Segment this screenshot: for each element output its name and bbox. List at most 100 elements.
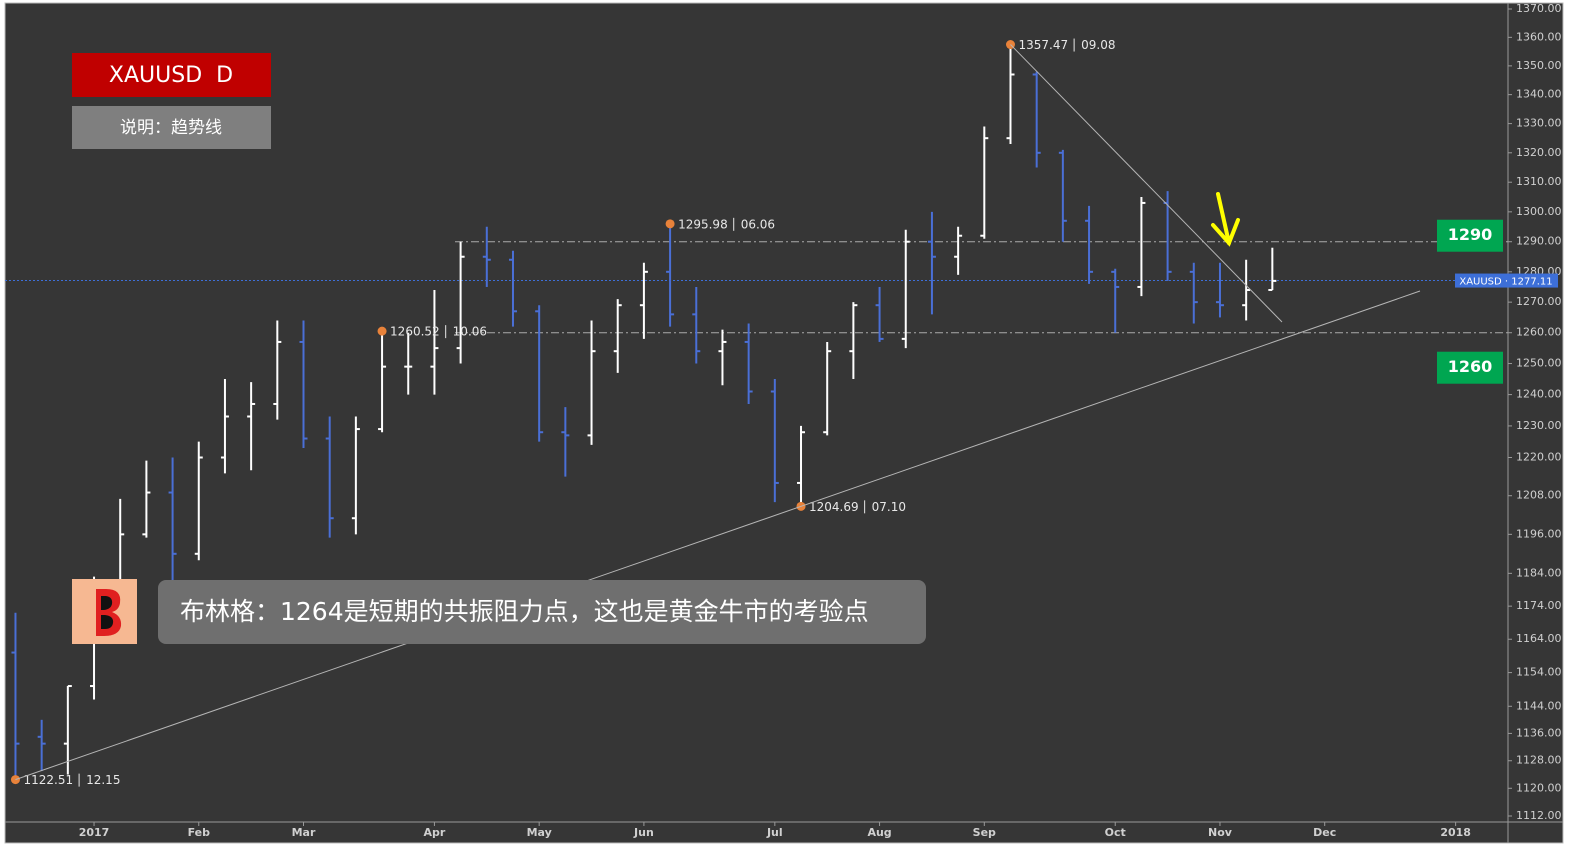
pivot-value: 1260.52 — [390, 325, 440, 339]
y-tick-label: 1144.00 — [1516, 699, 1562, 712]
ohlc-bar — [1137, 197, 1146, 297]
pivot-value: 1204.69 — [809, 500, 859, 514]
y-tick-label: 1208.00 — [1516, 489, 1562, 502]
pivot-value: 1357.47 — [1018, 38, 1068, 52]
ohlc-bar — [404, 332, 413, 395]
x-tick-label: Mar — [292, 826, 316, 839]
ohlc-bar — [587, 320, 596, 445]
ohlc-bar — [142, 460, 151, 538]
ohlc-bar — [1111, 268, 1120, 333]
ohlc-bar — [561, 407, 570, 477]
y-tick-label: 1260.00 — [1516, 326, 1562, 339]
ohlc-bar — [927, 211, 936, 315]
pivot-date: 06.06 — [741, 217, 775, 231]
y-tick-label: 1330.00 — [1516, 117, 1562, 130]
ohlc-bar — [1242, 259, 1251, 321]
pivot-dot — [665, 219, 675, 229]
y-tick-label: 1250.00 — [1516, 357, 1562, 370]
x-tick-label: Oct — [1105, 826, 1126, 839]
y-tick-label: 1154.00 — [1516, 666, 1562, 679]
ohlc-bar — [430, 289, 439, 395]
ohlc-bar — [1215, 262, 1224, 318]
plot-layer: 1370.00 1360.00 1350.00 1340.00 1330.00 1320.… — [5, 2, 1562, 839]
ohlc-bar — [273, 320, 282, 420]
subtitle-box — [72, 106, 271, 149]
y-tick-label: 1360.00 — [1516, 30, 1562, 43]
ohlc-bar — [508, 250, 517, 327]
ohlc-bar — [37, 719, 46, 772]
y-tick-label: 1270.00 — [1516, 295, 1562, 308]
ohlc-bar — [1085, 205, 1094, 284]
y-tick-label: 1184.00 — [1516, 566, 1562, 579]
last-price-name: XAUUSD — [1459, 277, 1502, 288]
x-tick-label: Feb — [188, 826, 211, 839]
chart-subtitle: 说明：趋势线 — [120, 118, 222, 138]
title-box — [72, 53, 271, 97]
pivot-date: 07.10 — [872, 500, 906, 514]
ohlc-bar — [299, 320, 308, 449]
ohlc-bar — [613, 299, 622, 373]
x-tick-label: Apr — [424, 826, 446, 839]
trendline — [1010, 44, 1283, 323]
commentary-box — [158, 580, 926, 644]
y-tick-label: 1112.00 — [1516, 809, 1562, 822]
ohlc-bar — [639, 262, 648, 339]
level-label: 1260 — [1448, 357, 1493, 376]
x-tick-label: Nov — [1208, 826, 1233, 839]
ohlc-bar — [718, 329, 727, 386]
y-tick-label: 1196.00 — [1516, 527, 1562, 540]
x-tick-label: 2018 — [1440, 826, 1471, 839]
ohlc-bar — [901, 229, 910, 349]
ohlc-bar — [325, 416, 334, 538]
y-tick-label: 1300.00 — [1516, 205, 1562, 218]
chart-title: XAUUSD D — [109, 63, 233, 88]
y-tick-label: 1164.00 — [1516, 632, 1562, 645]
level-label: 1290 — [1448, 225, 1493, 244]
x-tick-label: Aug — [867, 826, 891, 839]
last-price-label: XAUUSD · 1277.11 — [1459, 277, 1552, 288]
ohlc-bar — [954, 226, 963, 275]
y-tick-label: 1240.00 — [1516, 388, 1562, 401]
ohlc-bar — [1058, 149, 1067, 242]
ohlc-bar — [11, 612, 20, 782]
ohlc-bar — [378, 329, 387, 433]
ohlc-bar — [666, 223, 675, 327]
x-tick-label: May — [527, 826, 552, 839]
pivot-dot — [377, 326, 387, 336]
y-tick-label: 1136.00 — [1516, 726, 1562, 739]
ohlc-bar — [875, 286, 884, 342]
y-tick-label: 1310.00 — [1516, 175, 1562, 188]
y-tick-label: 1320.00 — [1516, 146, 1562, 159]
x-tick-label: Jul — [766, 826, 783, 839]
ohlc-bar — [849, 302, 858, 380]
ohlc-bar — [535, 305, 544, 442]
ohlc-bar — [823, 341, 832, 436]
last-price-value: 1277.11 — [1511, 277, 1552, 288]
ohlc-bar — [1006, 45, 1015, 145]
ohlc-bar — [797, 425, 806, 506]
pivot-date: 10.06 — [453, 325, 487, 339]
level-box — [1437, 219, 1503, 252]
arrow-annotation — [1211, 192, 1240, 247]
y-tick-label: 1370.00 — [1516, 2, 1562, 15]
ohlc-bar — [1268, 247, 1277, 291]
ohlc-bar — [220, 379, 229, 474]
ohlc-bar — [482, 226, 491, 287]
pivot-value: 1122.51 — [23, 773, 73, 787]
last-price-separator: · — [1502, 277, 1512, 288]
level-box — [1437, 351, 1503, 384]
ohlc-bar — [770, 379, 779, 503]
ohlc-bar — [1032, 71, 1041, 168]
ohlc-bar — [692, 286, 701, 364]
x-tick-label: 2017 — [79, 826, 110, 839]
ohlc-bar — [351, 416, 360, 535]
ohlc-bar — [63, 685, 72, 775]
last-price-box — [1455, 273, 1558, 288]
y-tick-label: 1174.00 — [1516, 599, 1562, 612]
ohlc-bar — [456, 241, 465, 364]
ohlc-bar — [247, 382, 256, 471]
y-tick-label: 1340.00 — [1516, 88, 1562, 101]
ohlc-bar — [168, 457, 177, 587]
y-tick-label: 1350.00 — [1516, 59, 1562, 72]
